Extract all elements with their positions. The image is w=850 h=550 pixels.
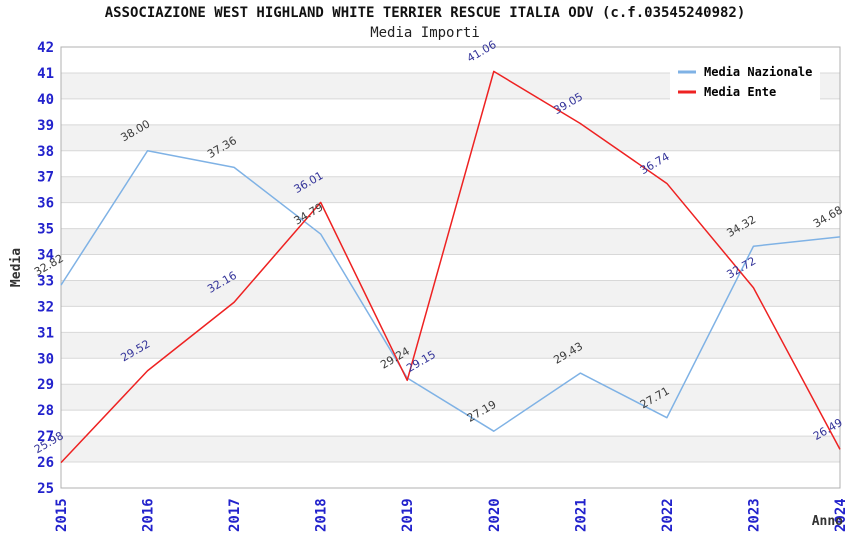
- y-tick-label: 32: [37, 299, 54, 315]
- plot-band: [61, 410, 840, 437]
- plot-band: [61, 176, 840, 203]
- y-tick-label: 40: [37, 92, 54, 108]
- x-tick-label: 2016: [141, 498, 157, 532]
- y-tick-label: 38: [37, 144, 54, 160]
- legend-box: [670, 56, 820, 104]
- y-tick-label: 42: [37, 40, 54, 56]
- x-tick-label: 2022: [660, 498, 676, 532]
- plot-band: [61, 462, 840, 488]
- y-tick-label: 26: [37, 455, 54, 471]
- y-tick-label: 35: [37, 222, 54, 238]
- y-tick-label: 30: [37, 351, 54, 367]
- y-tick-label: 41: [37, 66, 54, 82]
- plot-band: [61, 332, 840, 359]
- plot-band: [61, 280, 840, 307]
- legend-label-media-nazionale: Media Nazionale: [704, 65, 812, 79]
- y-tick-label: 37: [37, 170, 54, 186]
- series-line-media-nazionale: [60, 150, 841, 432]
- plot-border: [60, 46, 841, 489]
- y-axis-label: Media: [9, 248, 24, 287]
- plot-band: [61, 124, 840, 151]
- series-line-media-ente: [60, 70, 841, 464]
- y-tick-label: 28: [37, 403, 54, 419]
- y-tick-label: 36: [37, 196, 54, 212]
- y-tick-label: 34: [37, 248, 54, 264]
- x-tick-label: 2023: [746, 498, 762, 532]
- y-tick-label: 33: [37, 273, 54, 289]
- x-axis-label: Anno: [812, 514, 843, 529]
- y-tick-label: 27: [37, 429, 54, 445]
- x-tick-label: 2015: [54, 498, 70, 532]
- chart-subtitle: Media Importi: [370, 25, 480, 41]
- y-tick-label: 31: [37, 325, 54, 341]
- plot-band: [61, 306, 840, 333]
- x-tick-label: 2017: [227, 498, 243, 532]
- x-tick-label: 2020: [487, 498, 503, 532]
- plot-band: [61, 254, 840, 281]
- x-tick-label: 2018: [314, 498, 330, 532]
- plot-band: [61, 384, 840, 411]
- y-tick-label: 25: [37, 481, 54, 497]
- plot-band: [61, 436, 840, 463]
- plot-band: [61, 358, 840, 385]
- plot-band: [61, 150, 840, 177]
- y-tick-label: 29: [37, 377, 54, 393]
- y-tick-label: 39: [37, 118, 54, 134]
- x-tick-label: 2019: [400, 498, 416, 532]
- x-tick-label: 2021: [573, 498, 589, 532]
- legend-label-media-ente: Media Ente: [704, 85, 776, 99]
- chart-title: ASSOCIAZIONE WEST HIGHLAND WHITE TERRIER…: [104, 5, 746, 21]
- x-tick-label: 2024: [833, 498, 849, 532]
- plot-band: [61, 228, 840, 255]
